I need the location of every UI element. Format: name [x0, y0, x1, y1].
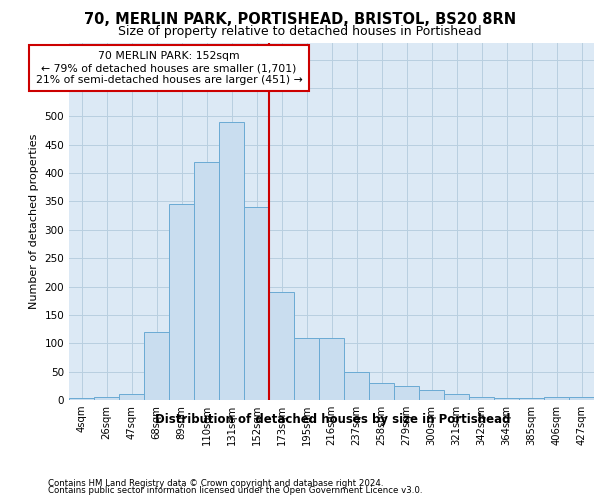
Text: Contains HM Land Registry data © Crown copyright and database right 2024.: Contains HM Land Registry data © Crown c…: [48, 478, 383, 488]
Bar: [469, 397, 494, 400]
Bar: [494, 398, 519, 400]
Bar: [369, 383, 394, 400]
Text: Size of property relative to detached houses in Portishead: Size of property relative to detached ho…: [118, 25, 482, 38]
Bar: [569, 397, 594, 400]
Bar: [344, 372, 369, 400]
Text: Distribution of detached houses by size in Portishead: Distribution of detached houses by size …: [155, 412, 511, 426]
Bar: [144, 332, 169, 400]
Bar: [169, 204, 194, 400]
Bar: [394, 386, 419, 400]
Bar: [419, 390, 444, 400]
Text: Contains public sector information licensed under the Open Government Licence v3: Contains public sector information licen…: [48, 486, 422, 495]
Bar: [244, 207, 269, 400]
Bar: [119, 394, 144, 400]
Bar: [94, 397, 119, 400]
Bar: [269, 292, 294, 400]
Bar: [444, 394, 469, 400]
Bar: [69, 398, 94, 400]
Y-axis label: Number of detached properties: Number of detached properties: [29, 134, 39, 309]
Text: 70 MERLIN PARK: 152sqm
← 79% of detached houses are smaller (1,701)
21% of semi-: 70 MERLIN PARK: 152sqm ← 79% of detached…: [35, 52, 302, 84]
Bar: [294, 338, 319, 400]
Bar: [319, 338, 344, 400]
Bar: [544, 397, 569, 400]
Bar: [219, 122, 244, 400]
Bar: [519, 398, 544, 400]
Text: 70, MERLIN PARK, PORTISHEAD, BRISTOL, BS20 8RN: 70, MERLIN PARK, PORTISHEAD, BRISTOL, BS…: [84, 12, 516, 28]
Bar: [194, 162, 219, 400]
